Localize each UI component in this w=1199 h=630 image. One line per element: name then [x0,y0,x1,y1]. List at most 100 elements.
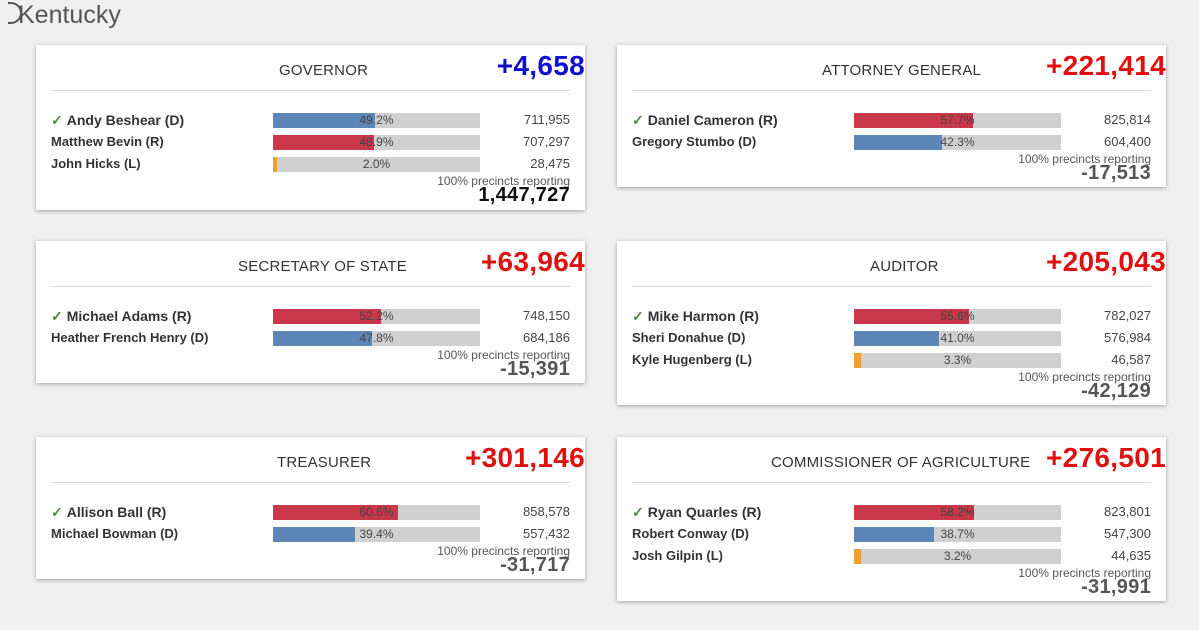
candidate-name: Gregory Stumbo (D) [632,132,756,152]
candidate-row: Sheri Donahue (D) 41.0% 576,984 [632,328,1151,348]
precincts-reporting: 100% precincts reporting [1018,152,1151,166]
candidate-name: ✓ Daniel Cameron (R) [632,110,778,130]
race-card-governor: GOVERNOR +4,658 ✓ Andy Beshear (D) 49.2% 711,… [36,45,585,210]
vote-share-bar: 2.0% [273,157,480,172]
race-margin: +205,043 [1046,246,1166,277]
vote-share-fill [273,505,399,520]
candidate-votes: 44,635 [1111,548,1151,563]
winner-check-icon: ✓ [51,112,63,128]
candidate-votes: 711,955 [523,112,570,127]
vote-share-bar: 48.9% [273,135,480,150]
candidate-row: Matthew Bevin (R) 48.9% 707,297 [51,132,570,152]
candidate-votes: 823,801 [1104,504,1151,519]
precincts-reporting: 100% precincts reporting [1018,370,1151,384]
candidate-name-text: Matthew Bevin (R) [51,134,164,149]
candidate-row: ✓ Michael Adams (R) 52.2% 748,150 [51,306,570,326]
vote-share-label: 3.3% [943,353,972,367]
winner-check-icon: ✓ [51,504,63,520]
race-margin: +63,964 [480,246,585,277]
candidate-name-text: Daniel Cameron (R) [647,112,778,128]
candidate-row: Kyle Hugenberg (L) 3.3% 46,587 [632,350,1151,370]
race-card-attorney-general: ATTORNEY GENERAL +221,414 ✓ Daniel Cameron … [617,45,1166,187]
vote-share-label: 48.9% [359,135,394,149]
vote-share-fill [854,527,935,542]
race-card-treasurer: TREASURER +301,146 ✓ Allison Ball (R) 60.6% 8… [36,437,585,579]
candidate-row: ✓ Andy Beshear (D) 49.2% 711,955 [51,110,570,130]
total-votes: -15,391 [500,358,570,380]
vote-share-label: 55.6% [940,309,975,323]
candidate-name: Robert Conway (D) [632,524,749,544]
vote-share-fill [854,331,939,346]
card-header: COMMISSIONER OF AGRICULTURE +276,501 [632,437,1166,483]
candidate-name: Matthew Bevin (R) [51,132,164,152]
vote-share-label: 58.2% [940,505,975,519]
precincts-reporting: 100% precincts reporting [437,544,570,558]
vote-share-fill [273,331,372,346]
vote-share-label: 52.2% [359,309,394,323]
candidate-name: ✓ Ryan Quarles (R) [632,502,761,522]
vote-share-bar: 39.4% [273,527,480,542]
vote-share-bar: 41.0% [854,331,1061,346]
candidate-votes: 684,186 [523,330,570,345]
candidate-name-text: Allison Ball (R) [66,504,167,520]
precincts-reporting: 100% precincts reporting [437,174,570,188]
vote-share-bar: 3.3% [854,353,1061,368]
candidate-name: Heather French Henry (D) [51,328,208,348]
candidate-votes: 825,814 [1104,112,1151,127]
candidate-name-text: Gregory Stumbo (D) [632,134,757,149]
candidate-row: Heather French Henry (D) 47.8% 684,186 [51,328,570,348]
vote-share-bar: 55.6% [854,309,1061,324]
card-header: TREASURER +301,146 [51,437,585,483]
race-title: TREASURER [277,454,372,471]
race-margin: +221,414 [1046,50,1166,81]
vote-share-fill [273,527,355,542]
total-votes: -17,513 [1081,162,1151,184]
candidate-name: Josh Gilpin (L) [632,546,723,566]
vote-share-fill [854,135,942,150]
back-icon[interactable] [8,2,22,24]
candidate-votes: 604,400 [1104,134,1151,149]
total-votes: 1,447,727 [478,184,570,206]
vote-share-fill [854,309,970,324]
candidate-name-text: Sheri Donahue (D) [632,330,746,345]
vote-share-label: 57.7% [940,113,975,127]
candidate-row: Gregory Stumbo (D) 42.3% 604,400 [632,132,1151,152]
card-header: AUDITOR +205,043 [632,241,1166,287]
page-title: Kentucky [8,0,121,30]
race-card-commissioner-of-agriculture: COMMISSIONER OF AGRICULTURE +276,501 ✓ Ryan… [617,437,1166,601]
candidate-name-text: Mike Harmon (R) [647,308,759,324]
candidate-name-text: Michael Bowman (D) [51,526,179,541]
card-header: GOVERNOR +4,658 [51,45,585,91]
candidate-row: Robert Conway (D) 38.7% 547,300 [632,524,1151,544]
vote-share-bar: 60.6% [273,505,480,520]
vote-share-label: 39.4% [359,527,394,541]
candidate-name: ✓ Andy Beshear (D) [51,110,184,130]
candidate-row: ✓ Mike Harmon (R) 55.6% 782,027 [632,306,1151,326]
race-card-auditor: AUDITOR +205,043 ✓ Mike Harmon (R) 55.6% 782,… [617,241,1166,405]
race-title: AUDITOR [870,258,939,275]
vote-share-bar: 38.7% [854,527,1061,542]
winner-check-icon: ✓ [632,308,644,324]
candidate-votes: 782,027 [1104,308,1151,323]
card-header: ATTORNEY GENERAL +221,414 [632,45,1166,91]
race-margin: +301,146 [465,442,585,473]
race-margin: +4,658 [496,50,585,81]
vote-share-label: 2.0% [362,157,391,171]
candidate-row: John Hicks (L) 2.0% 28,475 [51,154,570,174]
race-margin: +276,501 [1046,442,1166,473]
candidate-votes: 28,475 [530,156,570,171]
precincts-reporting: 100% precincts reporting [1018,566,1151,580]
candidate-votes: 576,984 [1104,330,1151,345]
card-header: SECRETARY OF STATE +63,964 [51,241,585,287]
candidate-name: ✓ Mike Harmon (R) [632,306,759,326]
total-votes: -31,717 [500,554,570,576]
candidate-name: Michael Bowman (D) [51,524,178,544]
vote-share-label: 38.7% [940,527,975,541]
vote-share-label: 42.3% [940,135,975,149]
candidate-votes: 858,578 [523,504,570,519]
candidate-name-text: Robert Conway (D) [632,526,749,541]
winner-check-icon: ✓ [632,112,644,128]
winner-check-icon: ✓ [632,504,644,520]
candidate-name-text: Heather French Henry (D) [51,330,209,345]
race-card-secretary-of-state: SECRETARY OF STATE +63,964 ✓ Michael Adams … [36,241,585,383]
